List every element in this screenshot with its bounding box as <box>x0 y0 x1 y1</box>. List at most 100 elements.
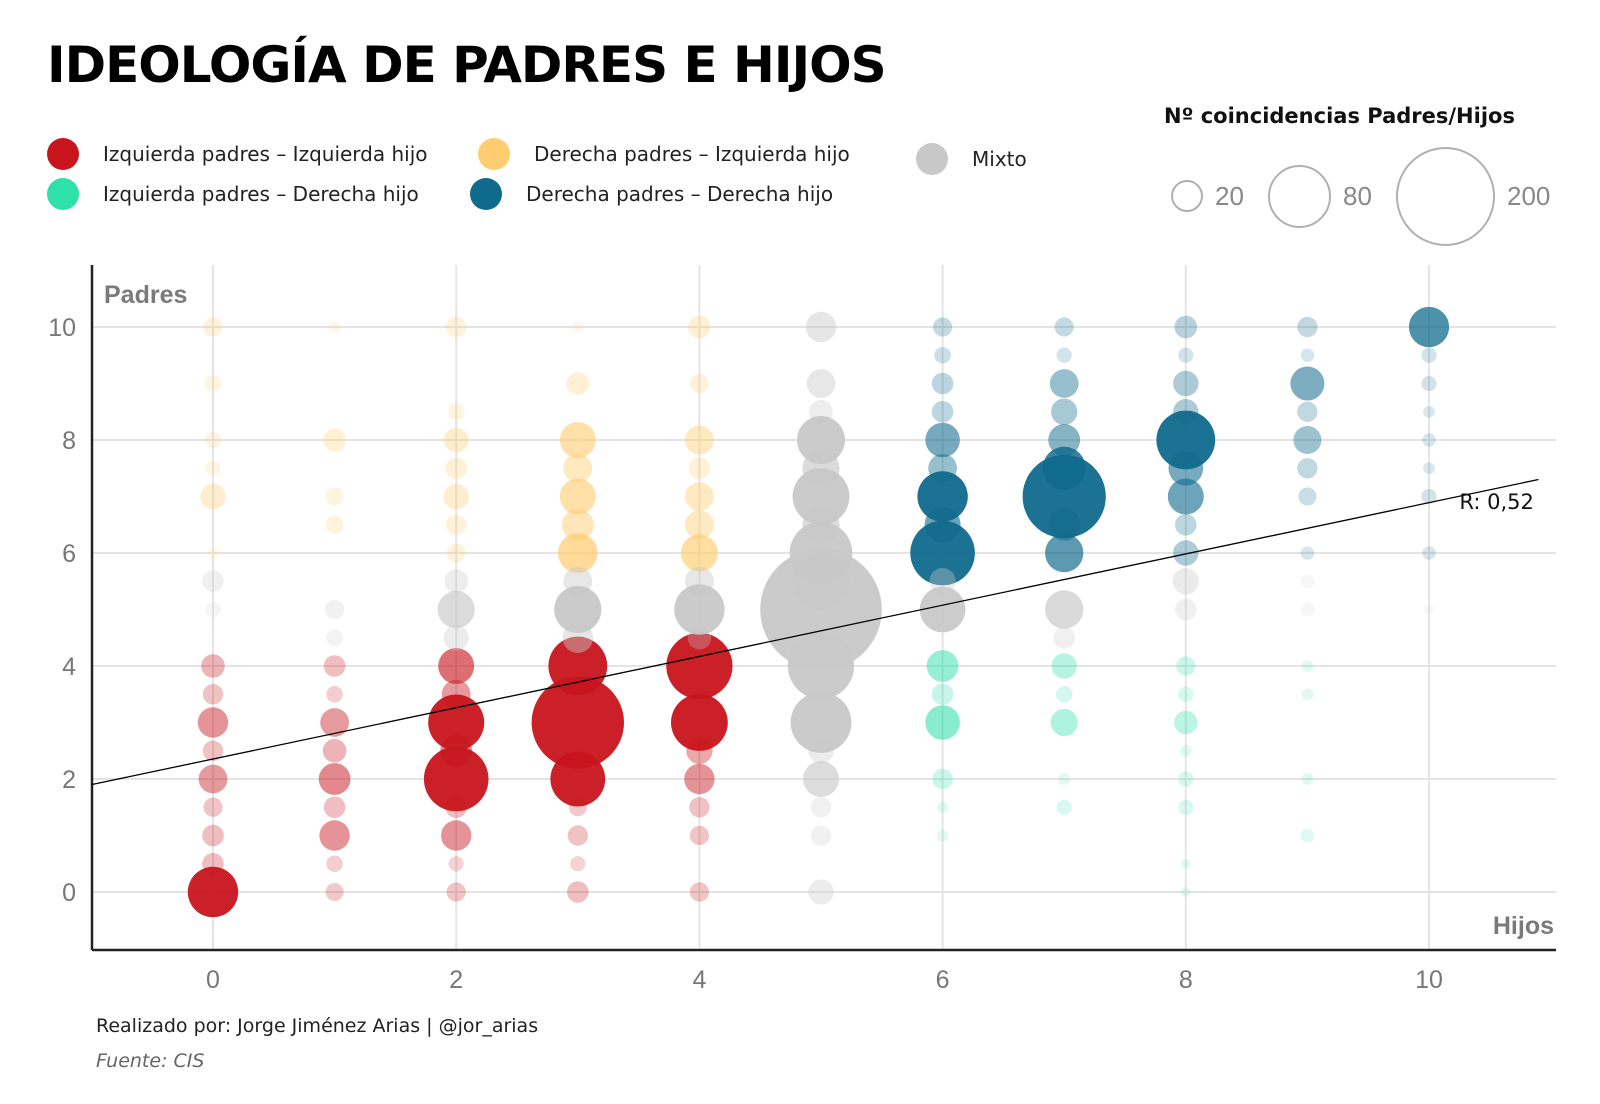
legend-item-izq-izq: Izquierda padres – Izquierda hijo <box>47 138 428 170</box>
data-bubble <box>325 883 344 901</box>
data-bubble <box>325 599 345 620</box>
data-bubble <box>1053 626 1075 649</box>
data-bubble <box>438 648 475 684</box>
data-bubble <box>1045 533 1084 573</box>
data-bubble <box>550 751 606 807</box>
data-bubble <box>674 584 725 635</box>
data-bubble <box>445 796 468 819</box>
data-bubble <box>1178 771 1194 787</box>
data-bubble <box>203 317 223 337</box>
data-bubble <box>203 797 223 817</box>
legend-item-der-izq: Derecha padres – Izquierda hijo <box>478 138 850 170</box>
data-bubble <box>444 569 469 594</box>
data-bubble <box>1175 513 1197 536</box>
data-bubble <box>200 483 226 510</box>
data-bubble <box>423 746 489 812</box>
data-bubble <box>443 427 469 453</box>
data-bubble <box>792 468 850 525</box>
data-bubble <box>559 478 596 515</box>
data-bubble <box>685 425 714 455</box>
data-bubble <box>322 738 347 763</box>
data-bubble <box>810 797 832 818</box>
data-bubble <box>924 506 961 543</box>
data-bubble <box>554 585 602 634</box>
size-legend-large: 200 <box>1396 147 1550 246</box>
data-bubble <box>326 629 343 647</box>
data-bubble <box>929 568 956 595</box>
size-label-small: 20 <box>1215 180 1244 211</box>
data-bubble <box>446 316 467 338</box>
data-bubble <box>1300 828 1315 843</box>
legend-dot-der-der <box>470 178 502 210</box>
data-bubble <box>666 632 733 700</box>
data-bubble <box>1300 546 1315 560</box>
data-bubble <box>567 881 589 903</box>
data-bubble <box>326 685 343 703</box>
data-bubble <box>926 650 959 682</box>
data-bubble <box>325 487 344 506</box>
data-bubble <box>688 457 711 480</box>
data-bubble <box>1422 546 1436 560</box>
footer-source: Fuente: CIS <box>96 1050 205 1072</box>
data-bubble <box>1168 450 1204 486</box>
bubble-chart: 0 2 4 6 8 10 0 2 4 6 8 10 Padres Hijos R: 0,52 <box>48 265 1556 994</box>
data-bubble <box>932 768 953 790</box>
data-bubble <box>936 801 949 814</box>
data-bubble <box>689 373 710 394</box>
regression-line <box>91 478 1539 786</box>
data-bubble <box>1049 369 1079 398</box>
data-bubble <box>1422 433 1436 447</box>
data-bubble <box>1022 454 1106 539</box>
data-bubble <box>320 708 349 737</box>
y-tick-label: 8 <box>62 427 76 455</box>
data-bubble <box>1297 401 1318 422</box>
data-bubble <box>563 566 593 596</box>
data-bubble <box>441 820 472 851</box>
data-bubble <box>1051 398 1078 425</box>
data-bubble <box>925 422 960 458</box>
size-legend-medium: 80 <box>1268 165 1372 228</box>
size-circle-large <box>1396 147 1495 246</box>
data-bubble <box>790 692 852 753</box>
x-tick-label: 6 <box>936 966 950 994</box>
legend-label-der-izq: Derecha padres – Izquierda hijo <box>534 142 850 166</box>
x-tick-label: 2 <box>449 966 463 994</box>
data-bubble <box>445 457 468 480</box>
data-bubble <box>1048 424 1081 456</box>
data-bubble <box>1181 858 1191 869</box>
data-bubble <box>205 460 221 476</box>
size-circle-small <box>1171 180 1203 212</box>
data-bubble <box>328 321 341 333</box>
data-bubble <box>204 375 222 392</box>
data-bubble <box>205 601 221 618</box>
data-bubble <box>686 737 713 764</box>
data-bubble <box>810 825 832 846</box>
data-bubble <box>805 311 837 343</box>
data-bubble <box>685 482 714 511</box>
data-bubble <box>440 734 473 767</box>
data-bubble <box>1173 370 1199 397</box>
data-bubble <box>809 399 833 424</box>
data-bubble <box>1051 653 1077 679</box>
data-bubble <box>688 315 711 339</box>
data-bubble <box>558 533 598 573</box>
data-bubble <box>917 471 968 522</box>
data-bubble <box>802 506 840 544</box>
data-bubble <box>1055 685 1073 703</box>
data-bubble <box>928 453 957 483</box>
data-bubble <box>1167 478 1204 515</box>
data-bubble <box>441 679 471 709</box>
data-bubble <box>1172 568 1200 595</box>
data-bubble <box>1423 405 1435 418</box>
data-bubble <box>1293 426 1322 454</box>
data-bubble <box>1042 446 1086 490</box>
data-bubble <box>797 416 845 464</box>
data-bubble <box>1424 604 1434 615</box>
data-bubble <box>561 508 594 541</box>
y-tick-label: 10 <box>48 314 76 342</box>
data-bubble <box>319 820 350 851</box>
data-bubble <box>325 515 344 534</box>
data-bubble <box>568 798 587 817</box>
x-tick-label: 4 <box>692 966 706 994</box>
data-bubble <box>570 856 586 872</box>
